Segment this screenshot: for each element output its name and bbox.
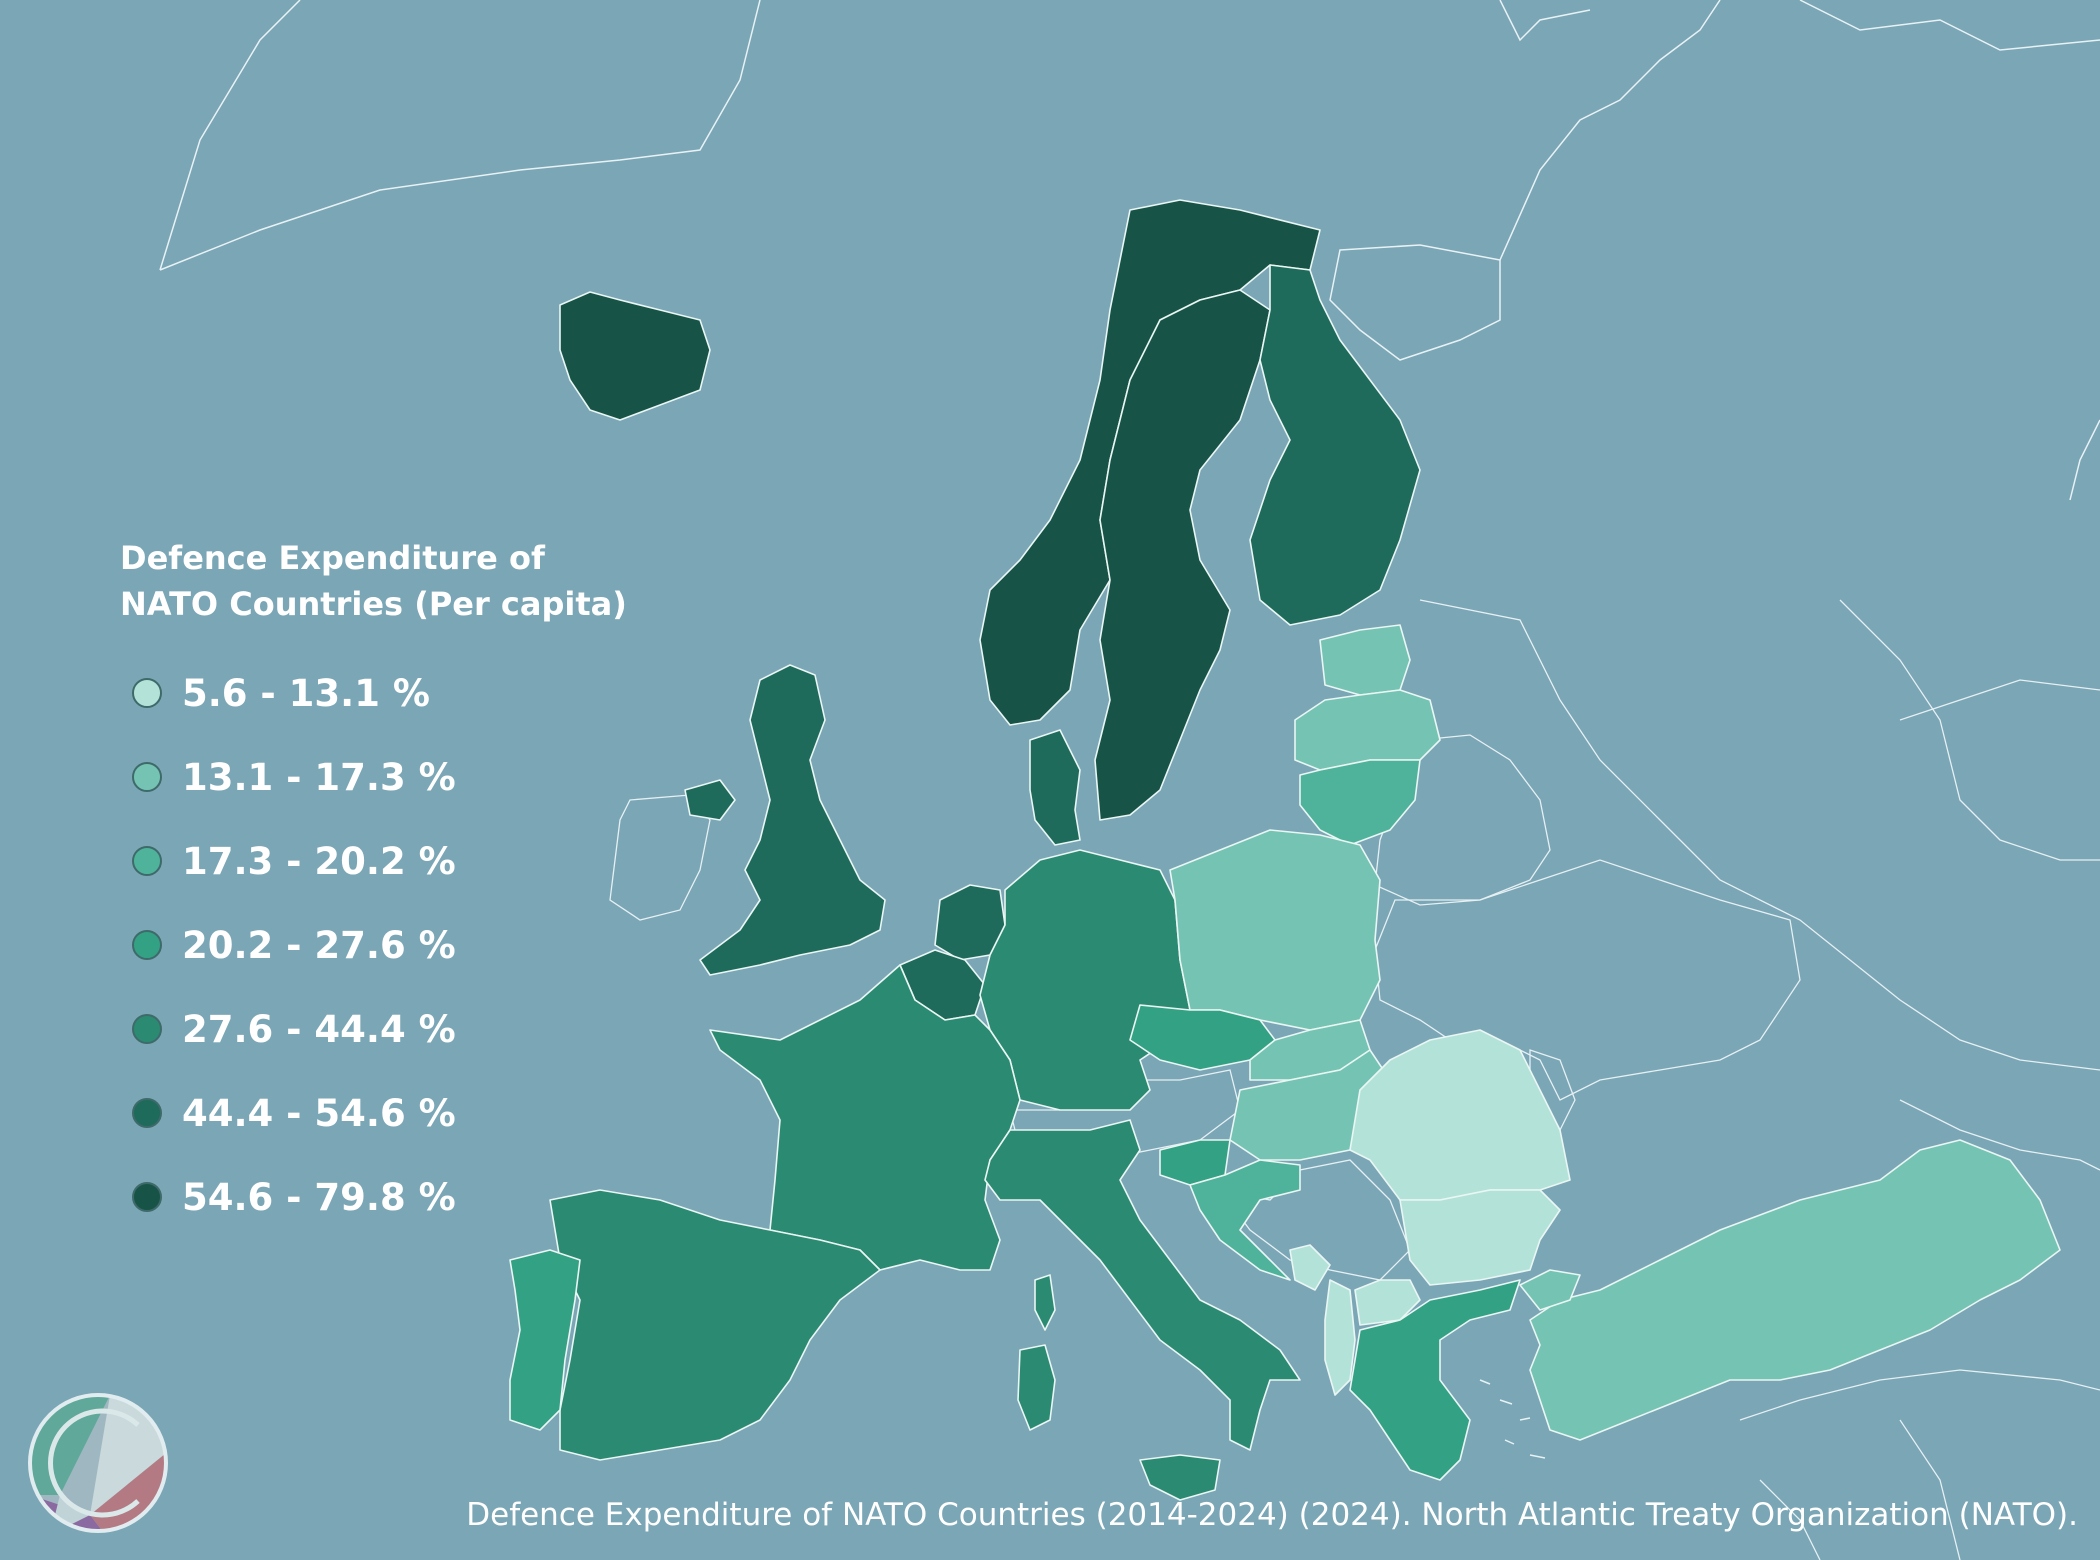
country-sicily [1139, 1454, 1221, 1501]
legend-label: 17.3 - 20.2 % [182, 839, 456, 883]
legend-label: 44.4 - 54.6 % [182, 1091, 456, 1135]
legend-item: 27.6 - 44.4 % [120, 987, 627, 1071]
legend-item: 17.3 - 20.2 % [120, 819, 627, 903]
greenland-coast [159, 0, 761, 271]
legend-title: Defence Expenditure of NATO Countries (P… [120, 539, 627, 623]
legend-label: 27.6 - 44.4 % [182, 1007, 456, 1051]
country-turkey-thrace [1519, 1269, 1581, 1311]
country-iceland [559, 291, 711, 421]
country-corsica [1034, 1274, 1056, 1331]
legend-item: 5.6 - 13.1 % [120, 651, 627, 735]
legend-swatch [132, 762, 162, 792]
country-finland [1249, 264, 1421, 626]
legend-rows: 5.6 - 13.1 % 13.1 - 17.3 % 17.3 - 20.2 % 20… [120, 651, 627, 1239]
country-montenegro [1289, 1244, 1331, 1291]
map-legend: Defence Expenditure of NATO Countries (P… [120, 535, 627, 1239]
middle-east-border [1739, 1369, 2100, 1560]
country-lithuania [1299, 759, 1421, 846]
country-united-kingdom [699, 664, 886, 976]
country-italy [984, 1119, 1301, 1451]
legend-swatch [132, 678, 162, 708]
legend-swatch [132, 930, 162, 960]
aegean-islands [1479, 1379, 1546, 1459]
country-portugal [509, 1249, 581, 1431]
russia-inner-border [1839, 599, 2100, 861]
country-sardinia [1017, 1344, 1056, 1431]
kazakhstan-border [1899, 679, 2100, 721]
country-turkey [1529, 1139, 2061, 1441]
country-latvia [1294, 689, 1441, 771]
legend-item: 44.4 - 54.6 % [120, 1071, 627, 1155]
legend-label: 20.2 - 27.6 % [182, 923, 456, 967]
legend-label: 13.1 - 17.3 % [182, 755, 456, 799]
country-estonia [1319, 624, 1411, 696]
country-croatia [1189, 1159, 1301, 1281]
legend-item: 20.2 - 27.6 % [120, 903, 627, 987]
country-north-macedonia [1354, 1279, 1421, 1326]
legend-item: 54.6 - 79.8 % [120, 1155, 627, 1239]
east-russia-coast [2069, 419, 2100, 501]
arctic-coast [1329, 244, 1501, 361]
country-albania [1324, 1279, 1356, 1396]
country-denmark [1029, 729, 1081, 846]
country-romania [1349, 1029, 1571, 1201]
legend-label: 54.6 - 79.8 % [182, 1175, 456, 1219]
caucasus-border [1899, 1099, 2100, 1171]
kola-coast [1499, 0, 1721, 261]
legend-swatch [132, 846, 162, 876]
russia-border [1419, 599, 2100, 1071]
logo-icon [28, 1393, 168, 1533]
country-northern-ireland [684, 779, 736, 821]
legend-swatch [132, 1182, 162, 1212]
legend-label: 5.6 - 13.1 % [182, 671, 430, 715]
source-citation: Defence Expenditure of NATO Countries (2… [466, 1497, 2078, 1533]
legend-swatch [132, 1098, 162, 1128]
legend-swatch [132, 1014, 162, 1044]
country-greece [1349, 1279, 1521, 1481]
ukraine-outline [1374, 859, 1801, 1101]
novaya-zemlya-coast [1499, 0, 1591, 42]
country-spain [549, 1189, 881, 1461]
novaya-zemlya-east [1799, 0, 2100, 51]
country-bulgaria [1399, 1189, 1561, 1286]
country-sweden [1094, 289, 1271, 821]
legend-item: 13.1 - 17.3 % [120, 735, 627, 819]
country-france [709, 964, 1021, 1271]
country-poland [1169, 829, 1381, 1031]
